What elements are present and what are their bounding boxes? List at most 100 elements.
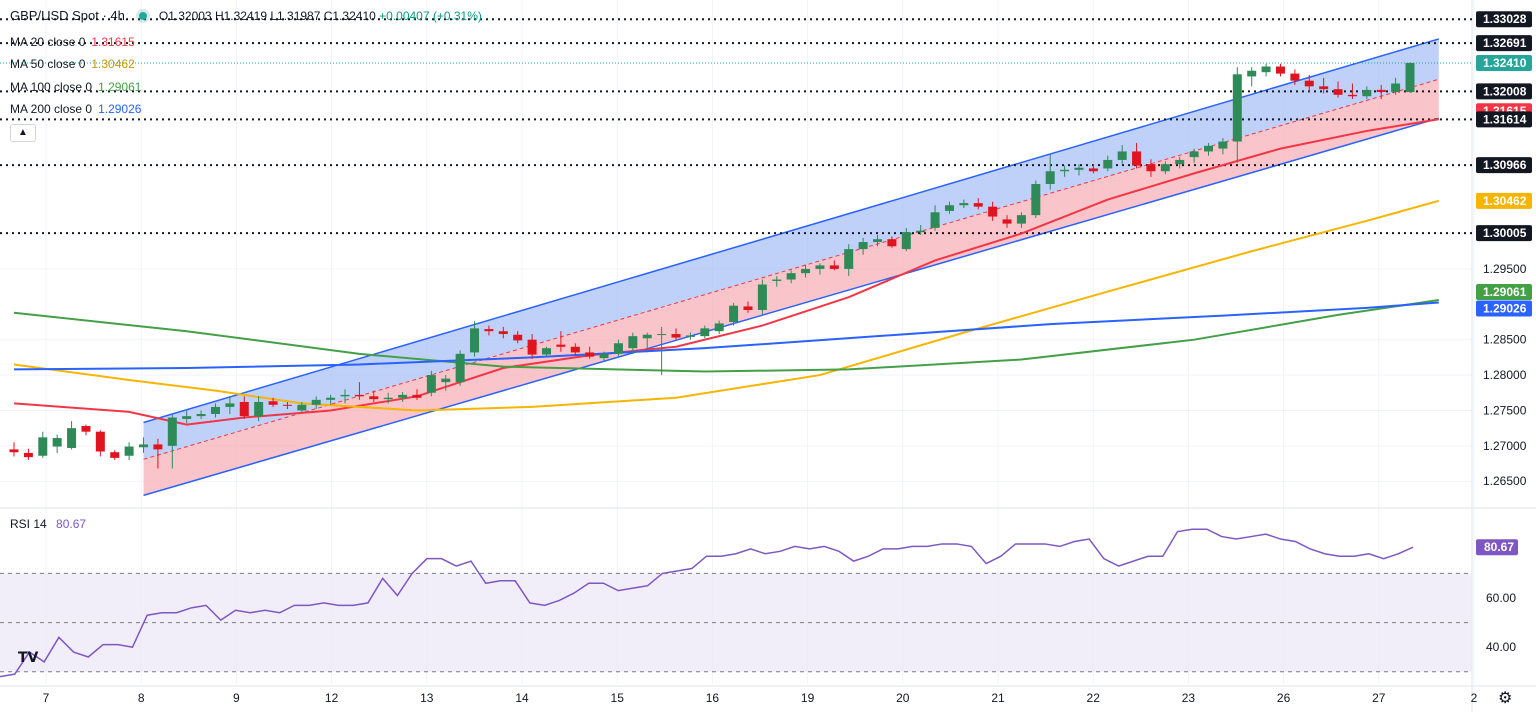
candle bbox=[1232, 67, 1242, 163]
candle bbox=[829, 260, 839, 271]
ohlc-readout: O1.32003 H1.32419 L1.31987 C1.32410 +0.0… bbox=[159, 9, 482, 23]
candle-body bbox=[340, 394, 350, 397]
candle bbox=[139, 437, 149, 453]
x-tick-label: 12 bbox=[325, 691, 339, 705]
candle bbox=[1074, 164, 1084, 176]
price-label-box bbox=[1476, 54, 1532, 71]
chart-header: GBP/USD Spot · 4h O1.32003 H1.32419 L1.3… bbox=[10, 8, 482, 23]
candle-body bbox=[1031, 184, 1041, 216]
candle-body bbox=[1016, 215, 1026, 224]
candle-body bbox=[282, 404, 292, 406]
price-label-level: 1.32691 bbox=[1476, 35, 1532, 52]
candle-body bbox=[527, 339, 537, 355]
x-tick-label: 2 bbox=[1471, 691, 1478, 705]
candle bbox=[52, 434, 62, 453]
candle bbox=[757, 279, 767, 315]
legend-ma20-label: MA 20 close 0 bbox=[10, 35, 86, 49]
candle-body bbox=[801, 268, 811, 274]
candle bbox=[354, 382, 364, 400]
legend-ma100-value: 1.29061 bbox=[98, 80, 142, 94]
candle bbox=[1031, 180, 1041, 218]
price-label-text: 1.31614 bbox=[1483, 112, 1527, 126]
price-label-box bbox=[1476, 225, 1532, 242]
collapse-legend-button[interactable]: ▲ bbox=[10, 124, 36, 142]
candle bbox=[642, 332, 652, 353]
rsi-value-text: 80.67 bbox=[1484, 540, 1514, 554]
candle bbox=[1103, 155, 1113, 172]
candle bbox=[527, 334, 537, 359]
price-label-ma100: 1.29061 bbox=[1476, 283, 1532, 300]
candle-body bbox=[1060, 169, 1070, 172]
candle bbox=[239, 396, 249, 419]
candle-body bbox=[887, 239, 897, 247]
candle-body bbox=[1146, 164, 1156, 172]
x-tick-label: 21 bbox=[991, 691, 1005, 705]
candle-body bbox=[398, 394, 408, 398]
price-label-ma50: 1.30462 bbox=[1476, 192, 1532, 209]
candle bbox=[930, 205, 940, 231]
candle-body bbox=[1304, 80, 1314, 87]
candle-body bbox=[570, 346, 580, 353]
candle bbox=[1045, 154, 1055, 190]
candle bbox=[9, 442, 19, 457]
price-label-box bbox=[1476, 111, 1532, 128]
candle bbox=[959, 199, 969, 209]
candle-body bbox=[52, 438, 62, 447]
legend-ma20[interactable]: MA 20 close 0 1.31615 bbox=[10, 35, 135, 49]
ma-line-0 bbox=[13, 118, 1439, 426]
candle bbox=[225, 396, 235, 414]
chevron-up-icon: ▲ bbox=[18, 127, 28, 138]
candle bbox=[210, 403, 220, 418]
channel-lower-fill bbox=[143, 79, 1439, 496]
candle bbox=[1132, 142, 1142, 169]
candle-body bbox=[930, 212, 940, 228]
symbol-title[interactable]: GBP/USD Spot · 4h bbox=[10, 8, 125, 23]
legend-ma50[interactable]: MA 50 close 0 1.30462 bbox=[10, 57, 135, 71]
x-tick-label: 14 bbox=[515, 691, 529, 705]
legend-ma200[interactable]: MA 200 close 0 1.29026 bbox=[10, 102, 141, 116]
candle-body bbox=[873, 239, 883, 243]
gear-icon[interactable]: ⚙ bbox=[1498, 690, 1513, 707]
x-tick-label: 20 bbox=[896, 691, 910, 705]
x-tick-label: 22 bbox=[1087, 691, 1101, 705]
candle-body bbox=[38, 437, 48, 456]
price-label-box bbox=[1476, 157, 1532, 174]
candle-body bbox=[513, 334, 523, 341]
rsi-legend[interactable]: RSI 14 80.67 bbox=[10, 517, 86, 531]
candle bbox=[369, 390, 379, 402]
market-status-icon bbox=[138, 11, 147, 20]
candle-body bbox=[541, 348, 551, 355]
x-tick-label: 15 bbox=[611, 691, 625, 705]
candle bbox=[685, 332, 695, 340]
y-tick-label: 1.28000 bbox=[1483, 368, 1527, 382]
candle bbox=[729, 302, 739, 326]
price-label-text: 1.32691 bbox=[1483, 36, 1527, 50]
candle-body bbox=[1132, 151, 1142, 166]
x-tick-label: 9 bbox=[233, 691, 240, 705]
candle-body bbox=[944, 205, 954, 211]
price-label-text: 1.29061 bbox=[1483, 285, 1527, 299]
candle bbox=[297, 401, 307, 412]
candle bbox=[786, 270, 796, 284]
candle bbox=[311, 396, 321, 410]
candle-body bbox=[455, 353, 465, 383]
candle-body bbox=[642, 334, 652, 339]
candle bbox=[585, 346, 595, 359]
candle bbox=[1391, 77, 1401, 95]
candle-body bbox=[139, 444, 149, 448]
tradingview-logo-icon[interactable]: TV bbox=[18, 650, 39, 666]
legend-ma100[interactable]: MA 100 close 0 1.29061 bbox=[10, 80, 141, 94]
candle bbox=[124, 442, 134, 460]
candle-body bbox=[1002, 219, 1012, 224]
candle bbox=[944, 201, 954, 214]
candle-body bbox=[426, 375, 436, 393]
candle bbox=[916, 225, 926, 235]
candle bbox=[1347, 83, 1357, 100]
candle-body bbox=[916, 230, 926, 233]
candle-body bbox=[901, 232, 911, 250]
rsi-line bbox=[0, 528, 1414, 678]
candle-body bbox=[1319, 86, 1329, 90]
candle bbox=[398, 392, 408, 402]
candle-body bbox=[613, 343, 623, 354]
